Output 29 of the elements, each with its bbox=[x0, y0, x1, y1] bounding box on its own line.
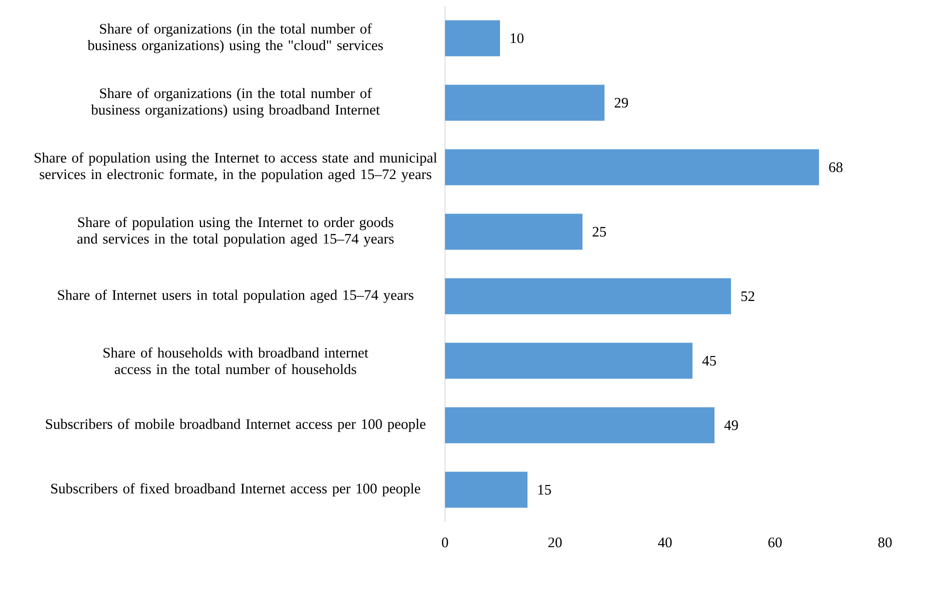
x-tick-label: 80 bbox=[878, 538, 892, 548]
x-tick-label: 20 bbox=[548, 538, 562, 548]
x-tick-label: 0 bbox=[442, 538, 448, 548]
y-tick-label: Share of population using the Internet to access state and municipal services in electronic formate, in the population aged 15–72 years bbox=[34, 152, 437, 182]
data-label: 25 bbox=[592, 226, 606, 237]
data-label: 29 bbox=[614, 98, 628, 108]
bar bbox=[445, 278, 731, 314]
data-label: 68 bbox=[829, 162, 842, 172]
y-tick-label: Share of population using the Internet to order goods and services in the total population aged 15–74 years bbox=[77, 216, 394, 247]
y-tick-label: Subscribers of fixed broadband Internet access per 100 people bbox=[51, 483, 420, 496]
data-label: 15 bbox=[538, 484, 551, 495]
data-label: 49 bbox=[724, 420, 738, 430]
bar bbox=[445, 214, 582, 250]
x-tick-label: 60 bbox=[768, 538, 782, 548]
data-label: 45 bbox=[702, 356, 716, 366]
y-tick-label: Share of organizations (in the total number of business organizations) using broadband Internet bbox=[91, 88, 380, 118]
y-tick-label: Share of Internet users in total population aged 15–74 years bbox=[58, 290, 414, 303]
bar bbox=[445, 407, 714, 444]
bar bbox=[445, 342, 692, 379]
bar bbox=[445, 149, 819, 186]
bar bbox=[445, 472, 528, 508]
data-label: 52 bbox=[741, 291, 754, 302]
y-tick-label: Share of households with broadband internet access in the total number of households bbox=[104, 347, 368, 374]
bar bbox=[445, 84, 604, 121]
y-tick-label: Share of organizations (in the total number of business organizations) using the "cloud" services bbox=[88, 23, 383, 54]
y-tick-label: Subscribers of mobile broadband Internet access per 100 people bbox=[46, 418, 426, 432]
data-label: 10 bbox=[510, 33, 524, 44]
bar bbox=[445, 20, 500, 56]
x-tick-label: 40 bbox=[658, 538, 672, 548]
